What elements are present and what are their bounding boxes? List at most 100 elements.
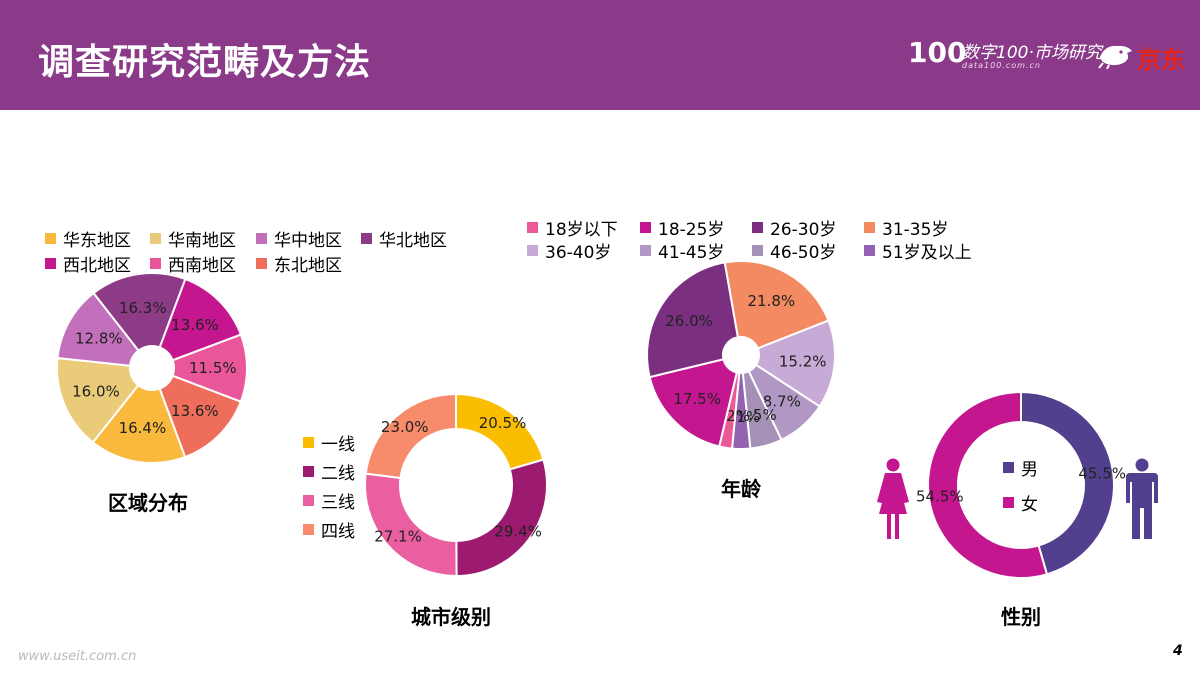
legend-label: 华北地区 bbox=[379, 231, 447, 251]
legend-swatch bbox=[303, 437, 314, 448]
legend-item: 二线 bbox=[303, 459, 355, 484]
legend-swatch bbox=[752, 245, 763, 256]
legend-swatch bbox=[1003, 497, 1014, 508]
age-value-label-1: 17.5% bbox=[673, 390, 721, 408]
legend-swatch bbox=[1003, 462, 1014, 473]
legend-label: 西北地区 bbox=[63, 256, 131, 276]
age-slice-2 bbox=[646, 261, 740, 379]
legend-label: 51岁及以上 bbox=[882, 243, 972, 263]
legend-swatch bbox=[150, 233, 161, 244]
legend-label: 华东地区 bbox=[63, 231, 131, 251]
legend-swatch bbox=[150, 258, 161, 269]
region-value-label-0: 16.4% bbox=[119, 419, 167, 437]
legend-label: 18-25岁 bbox=[658, 220, 725, 240]
legend-label: 女 bbox=[1021, 495, 1038, 515]
gender-slice-1 bbox=[927, 390, 1049, 579]
legend-item: 18岁以下 bbox=[527, 215, 618, 240]
gender-chart-title: 性别 bbox=[1001, 605, 1041, 629]
gender-slice-0 bbox=[1020, 390, 1115, 576]
legend-item: 华北地区 bbox=[361, 226, 447, 251]
legend-label: 一线 bbox=[321, 435, 355, 455]
legend-swatch bbox=[45, 233, 56, 244]
city-slice-2 bbox=[364, 472, 458, 577]
region-slice-3 bbox=[92, 272, 187, 353]
region-slice-1 bbox=[56, 356, 140, 444]
legend-swatch bbox=[361, 233, 372, 244]
legend-swatch bbox=[864, 245, 875, 256]
legend-label: 东北地区 bbox=[274, 256, 342, 276]
legend-label: 46-50岁 bbox=[770, 243, 837, 263]
city-value-label-0: 20.5% bbox=[479, 414, 527, 432]
legend-label: 华中地区 bbox=[274, 231, 342, 251]
region-value-label-6: 13.6% bbox=[171, 402, 219, 420]
legend-label: 三线 bbox=[321, 493, 355, 513]
legend-label: 男 bbox=[1021, 460, 1038, 480]
legend-swatch bbox=[256, 258, 267, 269]
gender-value-label-1: 54.5% bbox=[916, 488, 964, 506]
legend-item: 女 bbox=[1003, 490, 1038, 515]
age-value-label-5: 8.7% bbox=[763, 393, 801, 411]
legend-label: 36-40岁 bbox=[545, 243, 612, 263]
region-slice-2 bbox=[56, 291, 140, 367]
legend-swatch bbox=[527, 222, 538, 233]
age-value-label-4: 15.2% bbox=[779, 352, 827, 370]
region-slice-6 bbox=[158, 374, 243, 459]
city-value-label-2: 27.1% bbox=[374, 527, 422, 545]
male-icon bbox=[1126, 458, 1158, 539]
legend-label: 41-45岁 bbox=[658, 243, 725, 263]
legend-label: 华南地区 bbox=[168, 231, 236, 251]
gender-value-label-0: 45.5% bbox=[1078, 464, 1126, 482]
page-title: 调查研究范畴及方法 bbox=[38, 42, 372, 83]
legend-swatch bbox=[303, 524, 314, 535]
data100-logo: 100 bbox=[908, 36, 967, 69]
legend-item: 四线 bbox=[303, 517, 355, 542]
data100-logo-text: 数字100·市场研究 bbox=[962, 43, 1102, 63]
legend-label: 26-30岁 bbox=[770, 220, 837, 240]
legend-swatch bbox=[45, 258, 56, 269]
city-value-label-3: 23.0% bbox=[381, 418, 429, 436]
header-banner bbox=[0, 0, 1200, 110]
legend-item: 华东地区 bbox=[45, 226, 131, 251]
legend-item: 华中地区 bbox=[256, 226, 342, 251]
legend-swatch bbox=[527, 245, 538, 256]
legend-item: 华南地区 bbox=[150, 226, 236, 251]
page-number: 4 bbox=[1173, 643, 1183, 659]
age-slice-1 bbox=[648, 358, 739, 448]
legend-label: 四线 bbox=[321, 522, 355, 542]
region-slice-0 bbox=[91, 383, 187, 464]
region-value-label-1: 16.0% bbox=[72, 382, 120, 400]
jd-dog-icon bbox=[1098, 45, 1132, 69]
jd-logo: 京东 bbox=[1137, 46, 1185, 74]
data100-logo-subtext: data100.com.cn bbox=[962, 61, 1041, 70]
legend-item: 一线 bbox=[303, 430, 355, 455]
region-value-label-5: 11.5% bbox=[189, 359, 237, 377]
legend-item: 46-50岁 bbox=[752, 238, 836, 263]
legend-label: 31-35岁 bbox=[882, 220, 949, 240]
region-value-label-4: 13.6% bbox=[171, 316, 219, 334]
legend-item: 东北地区 bbox=[256, 251, 342, 276]
region-chart-title: 区域分布 bbox=[108, 491, 188, 515]
legend-swatch bbox=[303, 466, 314, 477]
legend-swatch bbox=[640, 222, 651, 233]
legend-item: 26-30岁 bbox=[752, 215, 836, 240]
legend-item: 41-45岁 bbox=[640, 238, 724, 263]
female-icon bbox=[877, 458, 909, 539]
city-value-label-1: 29.4% bbox=[494, 522, 542, 540]
age-slice-3 bbox=[723, 260, 830, 350]
legend-item: 51岁及以上 bbox=[864, 238, 972, 263]
city-slice-1 bbox=[455, 458, 548, 578]
footer-url: www.useit.com.cn bbox=[18, 649, 137, 664]
age-value-label-3: 21.8% bbox=[747, 292, 795, 310]
region-value-label-3: 16.3% bbox=[119, 299, 167, 317]
legend-item: 36-40岁 bbox=[527, 238, 611, 263]
legend-swatch bbox=[303, 495, 314, 506]
legend-label: 二线 bbox=[321, 464, 355, 484]
legend-label: 西南地区 bbox=[168, 256, 236, 276]
age-chart-title: 年龄 bbox=[721, 477, 761, 501]
legend-item: 男 bbox=[1003, 455, 1038, 480]
age-slice-4 bbox=[754, 319, 836, 408]
legend-swatch bbox=[640, 245, 651, 256]
region-value-label-2: 12.8% bbox=[75, 330, 123, 348]
region-slice-4 bbox=[158, 277, 243, 362]
